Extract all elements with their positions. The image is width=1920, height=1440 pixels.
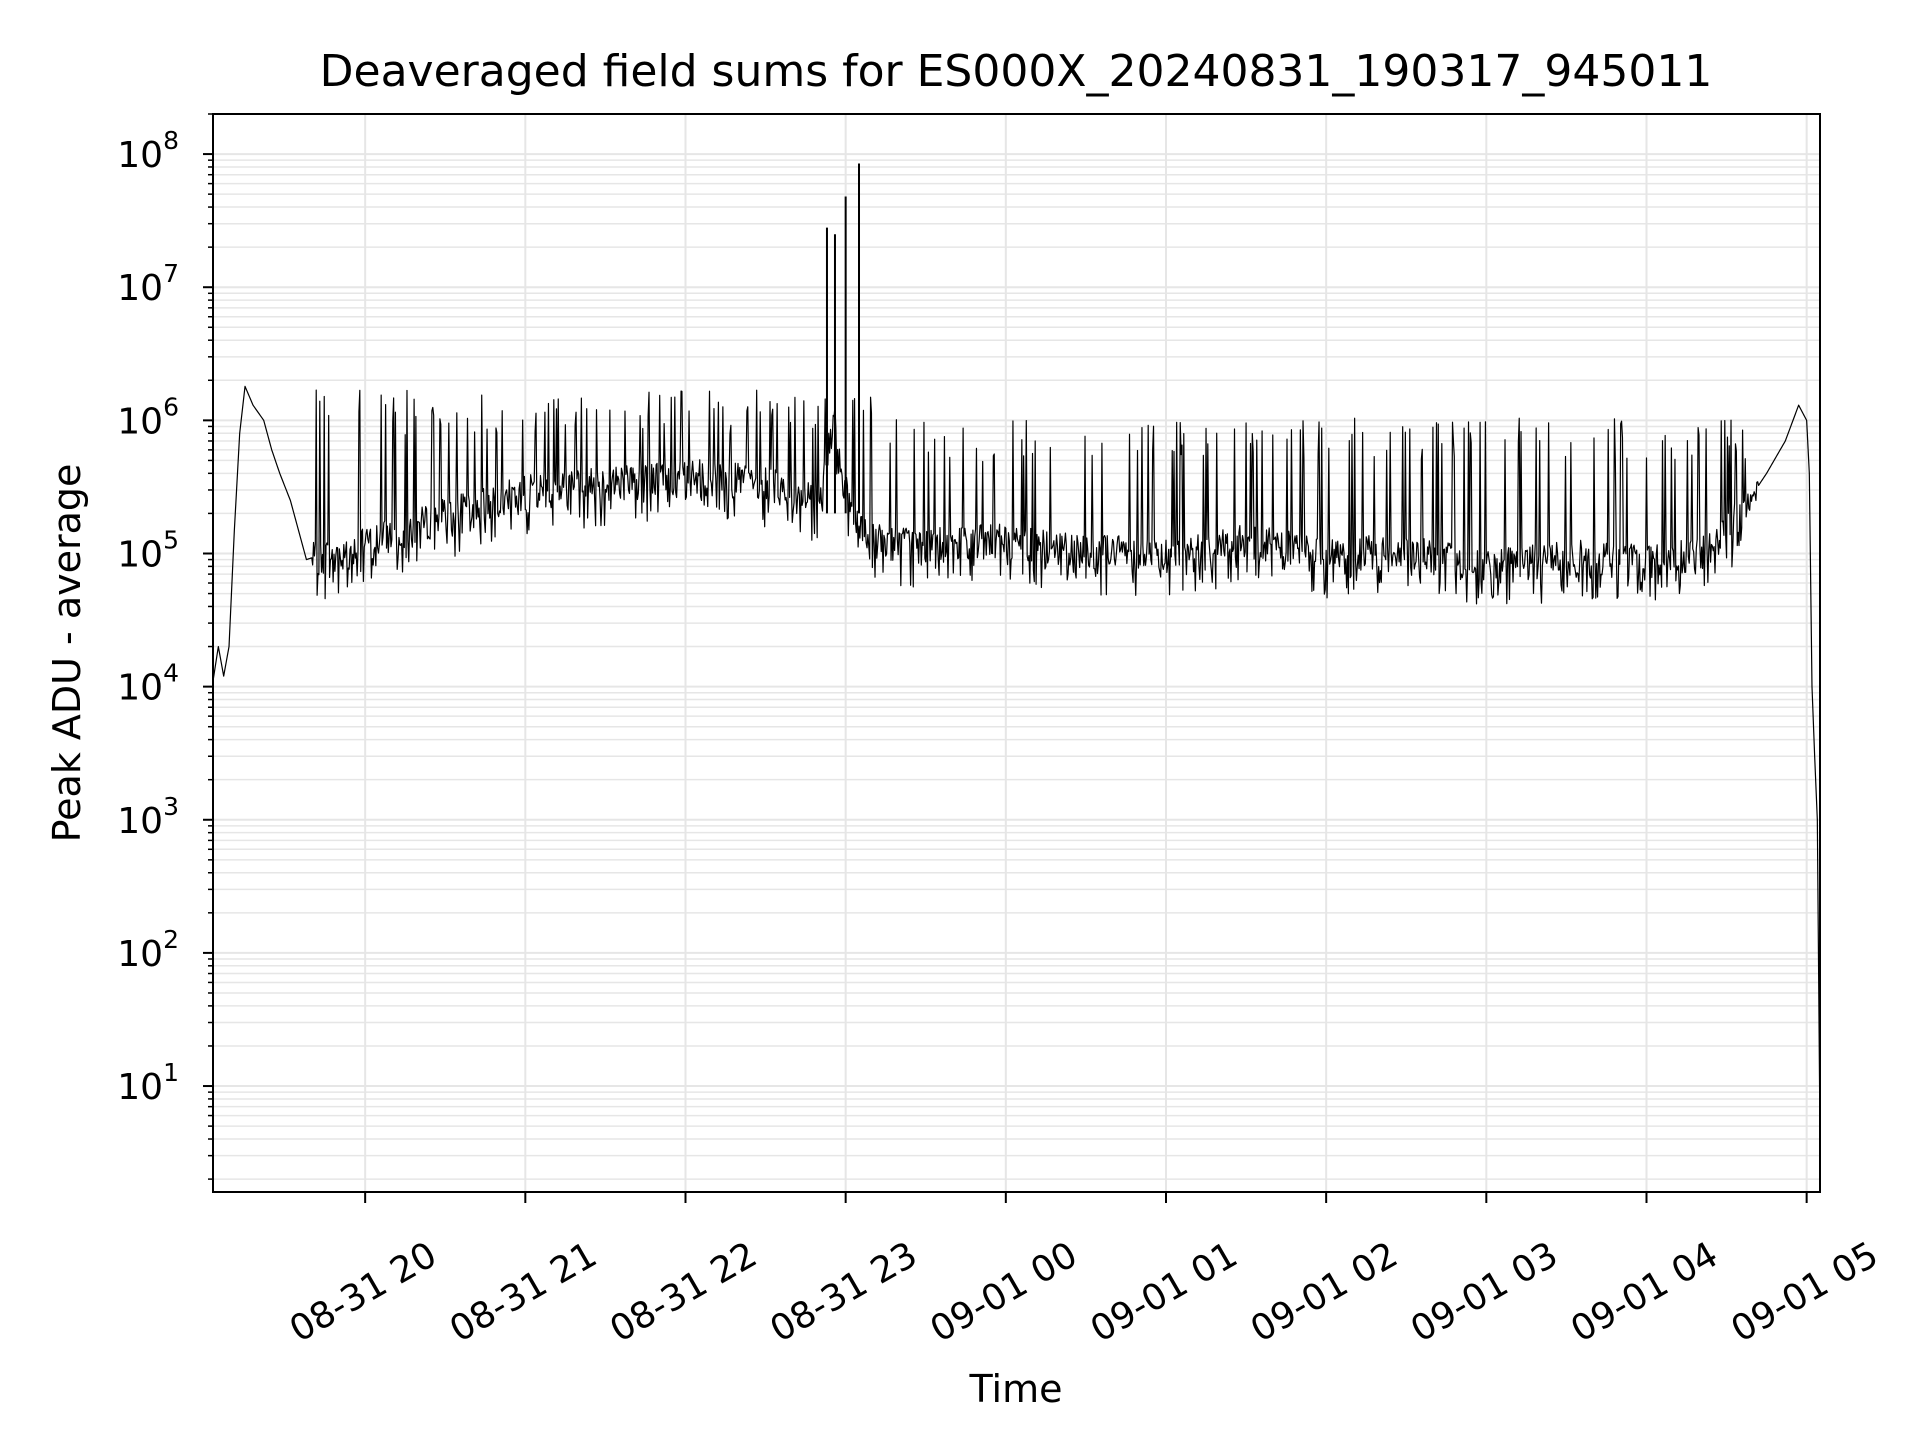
series-layer	[212, 163, 1821, 1140]
chart-title: Deaveraged field sums for ES000X_2024083…	[320, 46, 1713, 97]
y-tick-label: 106	[117, 392, 179, 442]
x-axis-label: Time	[969, 1367, 1063, 1411]
y-tick-label: 102	[117, 925, 179, 975]
y-tick-label: 104	[117, 659, 179, 709]
y-tick-label: 107	[117, 259, 179, 309]
plot-frame	[212, 113, 1821, 1193]
y-axis: 101 102 103 104 105 106 107 108	[117, 113, 213, 1180]
series-line	[212, 385, 1821, 1140]
y-tick-label: 108	[117, 126, 179, 176]
grid	[213, 113, 1820, 1192]
y-tick-label: 101	[117, 1058, 179, 1108]
y-axis-label: Peak ADU - average	[45, 464, 89, 843]
y-tick-label: 105	[117, 525, 179, 575]
y-tick-label: 103	[117, 792, 179, 842]
